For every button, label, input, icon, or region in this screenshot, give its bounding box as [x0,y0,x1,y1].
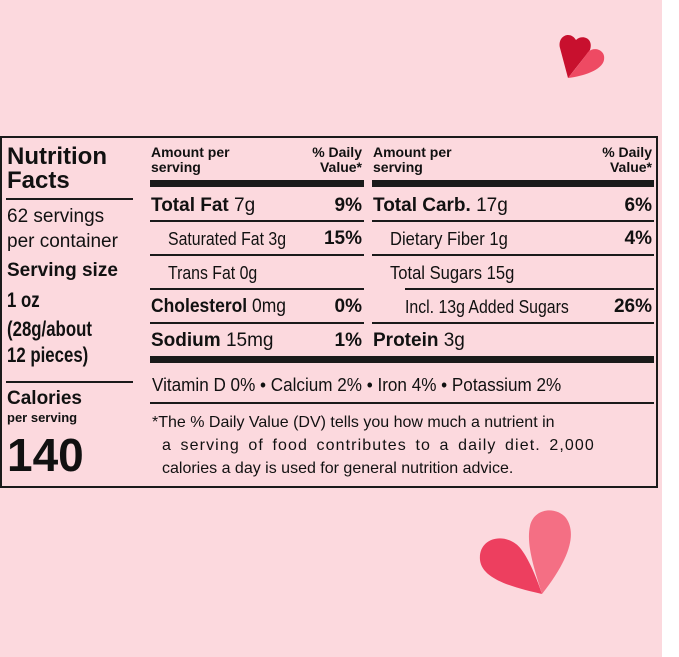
calories-top-rule [6,381,133,383]
total-carb-amount: 17g [476,195,508,216]
serving-size-line-3: 12 pieces) [7,344,109,368]
col2-row-protein: Protein 3g [373,330,465,352]
col2-row-total-sugars: Total Sugars 15g [390,262,525,284]
calories-per-serving: per serving [7,410,78,425]
col1-dv-header-1: % Daily [312,144,362,160]
col1-rule-4 [150,322,364,324]
added-sugars-label: Incl. 13g Added Sugars [405,297,569,317]
footnote-line-1: *The % Daily Value (DV) tells you how mu… [152,414,555,431]
trans-fat-amount: 0g [239,263,258,283]
serving-size-value-1: 1 oz [7,289,40,312]
vitamins-rule [150,402,654,404]
vitamins-text: Vitamin D 0% • Calcium 2% • Iron 4% • Po… [152,375,562,395]
serving-size-label: Serving size [7,260,118,281]
saturated-fat-amount: 3g [268,229,287,249]
col1-row-cholesterol: Cholesterol 0mg [151,296,298,318]
nutrients-thick-rule [150,356,654,363]
cholesterol-amount: 0mg [252,296,287,317]
sodium-label: Sodium [151,330,221,351]
col1-dv-header-2: Value* [319,159,362,175]
protein-amount: 3g [443,330,465,351]
col2-amount-header-1: Amount per [373,144,452,160]
cholesterol-label: Cholesterol [151,296,248,317]
col1-row-trans-fat: Trans Fat 0g [168,262,269,284]
title-nutrition: Nutrition [7,143,107,170]
total-fat-amount: 7g [234,195,256,216]
total-fat-dv: 9% [334,195,362,216]
col1-header-thick-rule [150,180,364,187]
vitamins-line: Vitamin D 0% • Calcium 2% • Iron 4% • Po… [152,374,583,396]
product-image-background: Nutrition Facts 62 servings per containe… [0,0,662,657]
total-sugars-text: Total Sugars 15g [390,262,514,284]
col2-rule-4 [372,322,654,324]
dietary-fiber-dv: 4% [624,228,652,249]
col1-row-saturated-fat: Saturated Fat 3g [168,228,302,250]
footnote-line-2: a serving of food contributes to a daily… [162,436,595,456]
serving-size-value-2: (28g/about [7,318,92,341]
total-fat-label: Total Fat [151,195,229,216]
heart-top-decoration [559,34,605,78]
total-carb-label: Total Carb. [373,195,471,216]
servings-line-1: 62 servings [7,206,105,227]
col2-row-dietary-fiber: Dietary Fiber 1g [390,228,518,250]
footnote-text-2: a serving of food contributes to a daily… [162,437,595,454]
serving-size-line-1: 1 oz [7,289,48,313]
dietary-fiber-label: Dietary Fiber [390,229,485,249]
col1-rule-3 [150,288,364,290]
cholesterol-text: Cholesterol 0mg [151,296,286,318]
col1-amount-header-1: Amount per [151,144,230,160]
col2-row-added-sugars: Incl. 13g Added Sugars [405,296,591,318]
protein-label: Protein [373,330,439,351]
dietary-fiber-amount: 1g [489,229,508,249]
serving-size-value-3: 12 pieces) [7,344,89,367]
footnote-line-3: calories a day is used for general nutri… [162,460,514,477]
col2-row-total-carb: Total Carb. 17g [373,195,508,217]
heart-bottom-decoration [479,510,571,594]
sodium-dv: 1% [334,330,362,351]
sodium-amount: 15mg [225,330,274,351]
total-sugars-amount: 15g [486,263,515,283]
serving-size-line-2: (28g/about [7,318,113,342]
nutrition-facts-panel: Nutrition Facts 62 servings per containe… [0,136,658,488]
col2-rule-1 [372,220,654,222]
col2-rule-3 [405,288,654,290]
col2-rule-2 [372,254,654,256]
title-facts: Facts [7,167,70,194]
cholesterol-dv: 0% [334,296,362,317]
col1-row-total-fat: Total Fat 7g [151,195,255,217]
total-sugars-label: Total Sugars [390,263,483,283]
title-rule [6,198,133,200]
saturated-fat-label: Saturated Fat [168,229,264,249]
calories-label: Calories [7,388,82,409]
col2-header-thick-rule [372,180,654,187]
col1-amount-header-2: serving [151,159,201,175]
total-carb-dv: 6% [624,195,652,216]
col1-row-sodium: Sodium 15mg [151,330,273,352]
dietary-fiber-text: Dietary Fiber 1g [390,228,508,250]
trans-fat-text: Trans Fat 0g [168,262,257,284]
col2-dv-header-1: % Daily [602,144,652,160]
trans-fat-label: Trans Fat [168,263,236,283]
col1-rule-2 [150,254,364,256]
col1-rule-1 [150,220,364,222]
saturated-fat-text: Saturated Fat 3g [168,228,286,250]
col2-dv-header-2: Value* [609,159,652,175]
col2-amount-header-2: serving [373,159,423,175]
calories-value: 140 [7,429,84,481]
added-sugars-dv: 26% [613,296,652,317]
servings-line-2: per container [7,231,118,252]
saturated-fat-dv: 15% [323,228,362,249]
